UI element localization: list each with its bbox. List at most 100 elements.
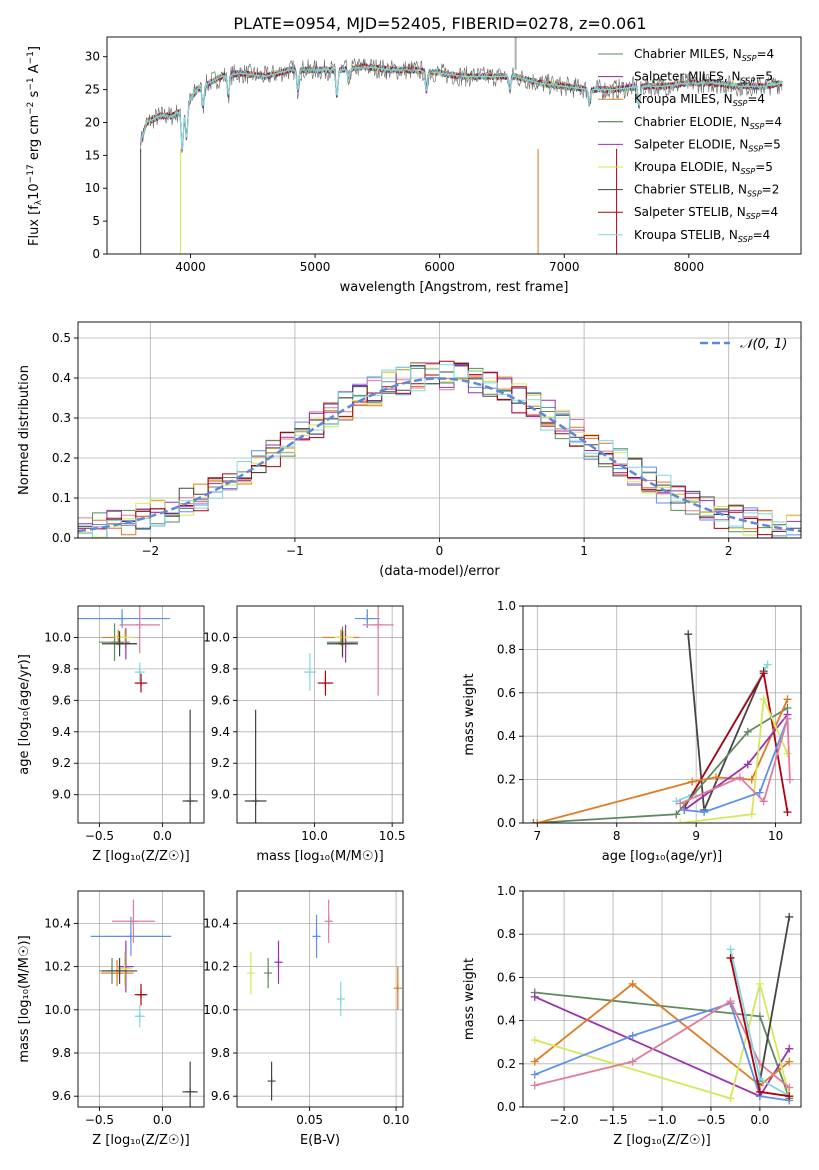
errorbar-point — [182, 709, 198, 823]
massweight-vs-Z-xtick-label: −1.0 — [647, 1113, 676, 1127]
massweight-vs-Z-panel: −2.0 −1.5 −1.0 −0.5 0.0 0.0 0.2 0.4 0.6 0.8 1.0 Z [… — [462, 884, 802, 1148]
massweight-series-line — [675, 664, 769, 803]
errorbar-point — [114, 629, 135, 646]
massweight-vs-Z-ytick-label: 0.6 — [497, 970, 516, 984]
age-vs-Z-ylabel: age [log₁₀(age/yr)] — [17, 654, 32, 775]
mass-vs-ebv-ytick-label: 9.8 — [211, 1046, 230, 1060]
age-vs-Z-plot-area — [78, 606, 198, 823]
legend-label: Salpeter MILES, NSSP=5 — [634, 70, 773, 86]
mass-vs-Z-ytick-label: 10.2 — [44, 960, 71, 974]
legend-label-suffix: =4 — [747, 92, 765, 106]
massweight-point-marker — [747, 775, 756, 784]
massweight-point-marker — [530, 1070, 539, 1079]
residuals-ytick-label: 0.4 — [52, 371, 71, 385]
mass-vs-Z-ytick-label: 10.4 — [44, 916, 71, 930]
residuals-ylabel: Normed distribution — [17, 365, 32, 495]
legend-label: Salpeter ELODIE, NSSP=5 — [634, 137, 781, 153]
massweight-point-marker — [712, 773, 721, 782]
massweight-point-marker — [735, 773, 744, 782]
residuals-xtick-label: 2 — [725, 544, 733, 558]
massweight-point-marker — [726, 953, 735, 962]
mass-vs-ebv-ytick-label: 9.6 — [211, 1089, 230, 1103]
massweight-vs-Z-xlabel: Z [log₁₀(Z/Z☉)] — [613, 1133, 710, 1148]
spectrum-frame — [106, 36, 802, 255]
residuals-ytick-label: 0.5 — [52, 331, 71, 345]
massweight-point-marker — [684, 630, 693, 639]
massweight-series-line — [683, 670, 789, 813]
errorbar-point — [101, 957, 138, 984]
legend-label-sub: SSP — [738, 235, 753, 244]
age-vs-Z-ytick-label: 10.0 — [44, 630, 71, 644]
legend-label-main: Kroupa MILES, N — [634, 92, 733, 106]
legend-label-sub: SSP — [750, 122, 765, 131]
spectrum-xtick-label: 7000 — [549, 260, 580, 274]
massweight-vs-age-xtick-label: 7 — [533, 829, 541, 843]
spectrum-observed-line — [140, 58, 783, 154]
massweight-point-marker — [785, 1057, 794, 1066]
errorbar-point — [267, 1061, 276, 1101]
age-vs-mass-ytick-label: 10.0 — [203, 630, 230, 644]
spectrum-model-line — [140, 62, 783, 151]
age-vs-Z-ytick-label: 9.0 — [52, 788, 71, 802]
residuals-axes: −2 −1 0 1 2 0.0 0.1 0.2 0.3 0.4 0.5 (data-model)/er… — [17, 321, 802, 579]
massweight-point-marker — [783, 749, 792, 758]
legend-label-sub: SSP — [733, 99, 748, 108]
massweight-point-marker — [785, 912, 794, 921]
age-vs-mass-frame — [236, 605, 404, 824]
point-marker — [251, 796, 260, 805]
massweight-vs-Z-axes: −2.0 −1.5 −1.0 −0.5 0.0 0.0 0.2 0.4 0.6 0.8 1.0 Z [… — [462, 884, 802, 1148]
age-vs-Z-xtick-label: −0.5 — [85, 829, 114, 843]
massweight-vs-age-xtick-label: 10 — [768, 829, 783, 843]
massweight-point-marker — [755, 788, 764, 797]
point-marker — [110, 638, 119, 647]
age-vs-Z-ytick-label: 9.6 — [52, 693, 71, 707]
errorbar-point — [134, 673, 148, 693]
massweight-point-marker — [672, 810, 681, 819]
point-marker — [363, 614, 372, 623]
massweight-point-marker — [529, 819, 538, 823]
age-vs-mass-panel: 10.0 10.5 9.0 9.2 9.4 9.6 9.8 10.0 mass [log₁₀(M… — [203, 605, 405, 864]
massweight-point-marker — [700, 808, 709, 817]
point-marker — [129, 917, 138, 926]
age-vs-mass-xtick-label: 10.0 — [301, 829, 328, 843]
legend-label: Chabrier STELIB, NSSP=2 — [634, 183, 779, 199]
point-marker — [338, 639, 347, 648]
spectrum-ytick-label: 25 — [85, 83, 100, 97]
massweight-series-line — [534, 980, 791, 1100]
residuals-xtick-label: −2 — [141, 544, 159, 558]
massweight-vs-age-xtick-label: 8 — [613, 829, 621, 843]
massweight-point-marker — [676, 799, 685, 808]
spectrum-ytick-label: 15 — [85, 148, 100, 162]
residuals-ytick-label: 0.3 — [52, 411, 71, 425]
massweight-point-marker — [763, 660, 772, 669]
spectrum-axes: 4000 5000 6000 7000 8000 0 5 10 15 20 25 30 waveleng… — [26, 36, 802, 295]
spectrum-xtick-label: 8000 — [674, 260, 705, 274]
errorbar-point — [246, 951, 255, 995]
legend-label-main: Chabrier STELIB, N — [634, 183, 747, 197]
massweight-point-marker — [759, 669, 768, 678]
mass-vs-Z-xtick-label: 0.0 — [153, 1113, 172, 1127]
massweight-vs-age-ytick-label: 0.8 — [497, 642, 516, 656]
residuals-xtick-label: 0 — [436, 544, 444, 558]
point-marker — [115, 639, 124, 648]
errorbar-point — [336, 981, 345, 1017]
legend-label-suffix: =4 — [764, 115, 782, 129]
legend-label: Kroupa STELIB, NSSP=4 — [634, 228, 770, 244]
massweight-series-line — [684, 718, 789, 814]
errorbar-point — [134, 1005, 145, 1028]
errorbar-point — [312, 914, 321, 958]
spectrum-xtick-label: 6000 — [424, 260, 455, 274]
legend-label: 𝒩(0, 1) — [740, 337, 787, 352]
point-marker — [135, 1012, 144, 1021]
ylabel-part: −1 — [26, 51, 36, 64]
spectrum-plot-area — [140, 37, 783, 254]
errorbar-point — [134, 662, 145, 682]
massweight-series-line — [533, 707, 788, 823]
point-marker — [186, 796, 195, 805]
legend-label: Kroupa MILES, NSSP=4 — [634, 92, 765, 108]
massweight-point-marker — [530, 1057, 539, 1066]
point-marker — [374, 620, 383, 629]
spectrum-ytick-label: 20 — [85, 115, 100, 129]
mass-vs-Z-frame — [77, 890, 205, 1108]
massweight-point-marker — [743, 727, 752, 736]
